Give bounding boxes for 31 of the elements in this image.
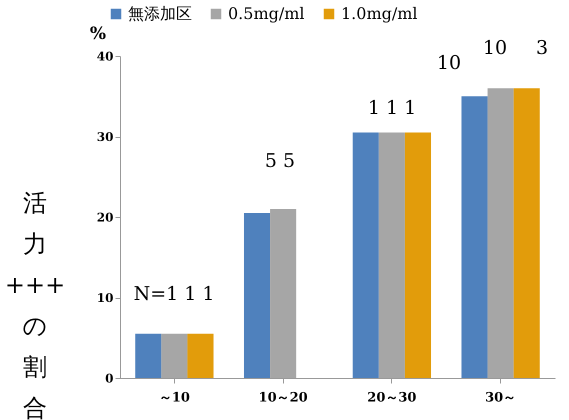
annotation: 1 1 1 [368,97,416,119]
text: % [90,24,106,44]
bar [488,88,514,378]
bar [378,132,405,378]
bar [404,132,432,378]
y-tick-label: 0 [105,372,114,386]
legend-label: 1.0mg/ml [341,4,418,23]
annotation: 10 [436,52,462,74]
y-tick-label: 20 [96,210,114,224]
annotation: 3 [536,37,548,59]
x-tick-label: ～10 [158,390,190,406]
y-axis-title: 活力+++の割合 [4,189,66,420]
bar [461,96,488,378]
legend-label: 0.5mg/ml [228,4,305,23]
x-tick-label: 30～ [485,390,516,406]
annotation: 5 5 [264,150,296,172]
bar [161,334,188,378]
bar [244,212,270,378]
bar [270,208,296,378]
x-tick-label: 10～20 [258,390,308,406]
bar [187,334,214,378]
x-tick-label: 20～30 [367,390,416,406]
y-tick-label: 30 [96,130,114,144]
legend-label: 無添加区 [128,4,192,23]
bar [352,132,379,378]
y-tick-label: 10 [96,291,114,305]
bar [135,334,162,378]
y-tick-label: 40 [96,50,114,64]
bar [514,88,540,378]
annotation: N=1 1 1 [134,283,214,305]
annotation: 10 [482,37,508,59]
